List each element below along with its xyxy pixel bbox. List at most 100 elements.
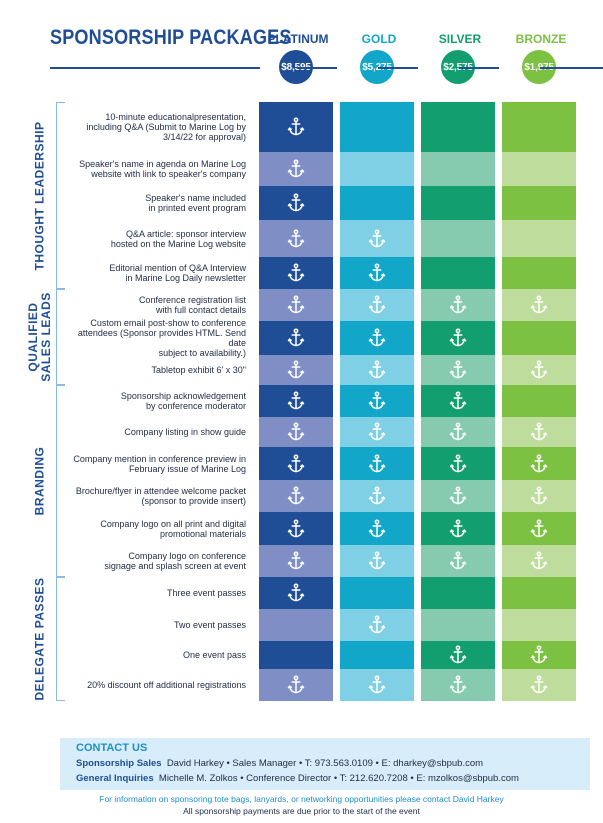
anchor-icon bbox=[287, 486, 305, 506]
anchor-icon bbox=[368, 295, 386, 315]
anchor-icon bbox=[530, 422, 548, 442]
benefit-description-line: Q&A article: sponsor interview bbox=[125, 228, 246, 239]
contact-sales-line: Sponsorship Sales David Harkey • Sales M… bbox=[76, 758, 483, 769]
benefit-cell-platinum bbox=[259, 609, 333, 641]
anchor-icon bbox=[530, 453, 548, 474]
benefit-description-line: Speaker's name in agenda on Marine Log bbox=[79, 159, 246, 169]
anchor-icon bbox=[449, 360, 467, 380]
benefit-cell-gold bbox=[340, 102, 414, 152]
contact-sales-label: Sponsorship Sales bbox=[76, 758, 162, 769]
benefit-description: Conference registration list with full co… bbox=[62, 289, 246, 321]
section-bracket bbox=[56, 289, 65, 385]
benefit-description-line: signage and splash screen at event bbox=[104, 561, 246, 571]
benefit-cell-platinum bbox=[259, 289, 333, 321]
benefit-description: Speaker's name in agenda on Marine Log we… bbox=[62, 152, 246, 186]
benefit-description-line: Speaker's name included bbox=[145, 193, 246, 203]
benefit-cell-platinum bbox=[259, 355, 333, 385]
anchor-icon bbox=[287, 422, 305, 442]
contact-box: CONTACT US Sponsorship Sales David Harke… bbox=[60, 738, 590, 790]
benefit-description-line: 10-minute educationalpresentation, bbox=[105, 112, 246, 122]
benefit-cell-bronze bbox=[502, 480, 576, 512]
section-label-line: DELEGATE PASSES bbox=[32, 577, 47, 701]
benefit-description: Speaker's name included in printed event … bbox=[62, 186, 246, 220]
benefit-description-line: in Marine Log Daily newsletter bbox=[125, 273, 246, 283]
price-badge-silver: $2,575 bbox=[441, 50, 475, 84]
benefit-description-line: by conference moderator bbox=[145, 401, 246, 411]
benefit-cell-gold bbox=[340, 355, 414, 385]
section-label: DELEGATE PASSES bbox=[32, 577, 47, 701]
benefit-cell-gold bbox=[340, 447, 414, 480]
benefit-cell-gold bbox=[340, 512, 414, 545]
anchor-icon bbox=[449, 645, 467, 665]
benefit-description: Company logo on conference signage and sp… bbox=[62, 545, 246, 577]
benefit-cell-bronze bbox=[502, 152, 576, 186]
benefit-cell-gold bbox=[340, 641, 414, 669]
anchor-icon bbox=[287, 675, 305, 695]
anchor-icon bbox=[368, 391, 386, 411]
contact-general-line: General Inquiries Michelle M. Zolkos • C… bbox=[76, 773, 519, 784]
tier-label-bronze: BRONZE bbox=[515, 32, 567, 46]
benefit-cell-platinum bbox=[259, 102, 333, 152]
benefit-description-line: subject to availability.) bbox=[158, 348, 246, 358]
benefit-cell-gold bbox=[340, 480, 414, 512]
benefit-description-line: Company logo on all print and digital bbox=[100, 518, 246, 529]
benefit-description-line: Brochure/flyer in attendee welcome packe… bbox=[75, 486, 246, 496]
anchor-icon bbox=[287, 295, 305, 315]
anchor-icon bbox=[368, 486, 386, 506]
anchor-icon bbox=[530, 486, 548, 506]
benefit-cell-silver bbox=[421, 102, 495, 152]
benefit-cell-platinum bbox=[259, 577, 333, 609]
benefit-cell-platinum bbox=[259, 257, 333, 289]
benefit-description: Sponsorship acknowledgement by conference… bbox=[62, 385, 246, 417]
footer-payment: All sponsorship payments are due prior t… bbox=[183, 806, 420, 816]
anchor-icon bbox=[530, 551, 548, 571]
benefit-description: One event pass bbox=[62, 641, 246, 669]
anchor-icon bbox=[368, 518, 386, 539]
benefit-cell-gold bbox=[340, 152, 414, 186]
benefit-description-line: (sponsor to provide insert) bbox=[141, 496, 246, 506]
benefit-cell-bronze bbox=[502, 102, 576, 152]
anchor-icon bbox=[449, 518, 467, 539]
anchor-icon bbox=[530, 360, 548, 380]
benefit-cell-gold bbox=[340, 545, 414, 577]
benefit-description-line: in printed event program bbox=[148, 203, 246, 213]
benefit-description-line: Two event passes bbox=[173, 620, 246, 630]
benefit-cell-bronze bbox=[502, 321, 576, 355]
anchor-icon bbox=[287, 117, 305, 137]
benefit-description-line: Company listing in show guide bbox=[124, 427, 246, 437]
benefit-cell-silver bbox=[421, 321, 495, 355]
benefit-cell-bronze bbox=[502, 417, 576, 447]
benefit-cell-silver bbox=[421, 669, 495, 701]
anchor-icon bbox=[368, 551, 386, 571]
benefit-description-line: Tabletop exhibit 6' x 30" bbox=[151, 365, 246, 375]
section-label-line: SALES LEADS bbox=[39, 292, 53, 382]
benefit-description: Q&A article: sponsor interview hosted on … bbox=[62, 220, 246, 257]
benefit-cell-gold bbox=[340, 577, 414, 609]
section-label-line: BRANDING bbox=[32, 446, 47, 516]
benefit-description: 10-minute educationalpresentation, includ… bbox=[62, 102, 246, 152]
anchor-icon bbox=[287, 263, 305, 283]
anchor-icon bbox=[368, 328, 386, 348]
benefit-cell-bronze bbox=[502, 512, 576, 545]
benefit-cell-bronze bbox=[502, 609, 576, 641]
benefit-description: Company mention in conference preview in… bbox=[62, 447, 246, 480]
benefit-cell-platinum bbox=[259, 152, 333, 186]
anchor-icon bbox=[287, 453, 305, 474]
benefit-cell-silver bbox=[421, 447, 495, 480]
anchor-icon bbox=[287, 551, 305, 571]
benefit-cell-bronze bbox=[502, 447, 576, 480]
tier-label-gold: GOLD bbox=[361, 32, 397, 46]
anchor-icon bbox=[368, 675, 386, 695]
contact-heading: CONTACT US bbox=[76, 742, 148, 754]
benefit-cell-silver bbox=[421, 417, 495, 447]
anchor-icon bbox=[449, 675, 467, 695]
benefit-cell-gold bbox=[340, 220, 414, 257]
benefit-description-line: One event pass bbox=[182, 650, 246, 660]
benefit-description: Company listing in show guide bbox=[62, 417, 246, 447]
benefit-cell-silver bbox=[421, 577, 495, 609]
contact-general-text: Michelle M. Zolkos • Conference Director… bbox=[158, 773, 519, 784]
anchor-icon bbox=[287, 328, 305, 348]
benefit-cell-gold bbox=[340, 609, 414, 641]
benefit-description-line: Three event passes bbox=[166, 588, 246, 598]
section-label: QUALIFIED SALES LEADS bbox=[26, 292, 53, 382]
